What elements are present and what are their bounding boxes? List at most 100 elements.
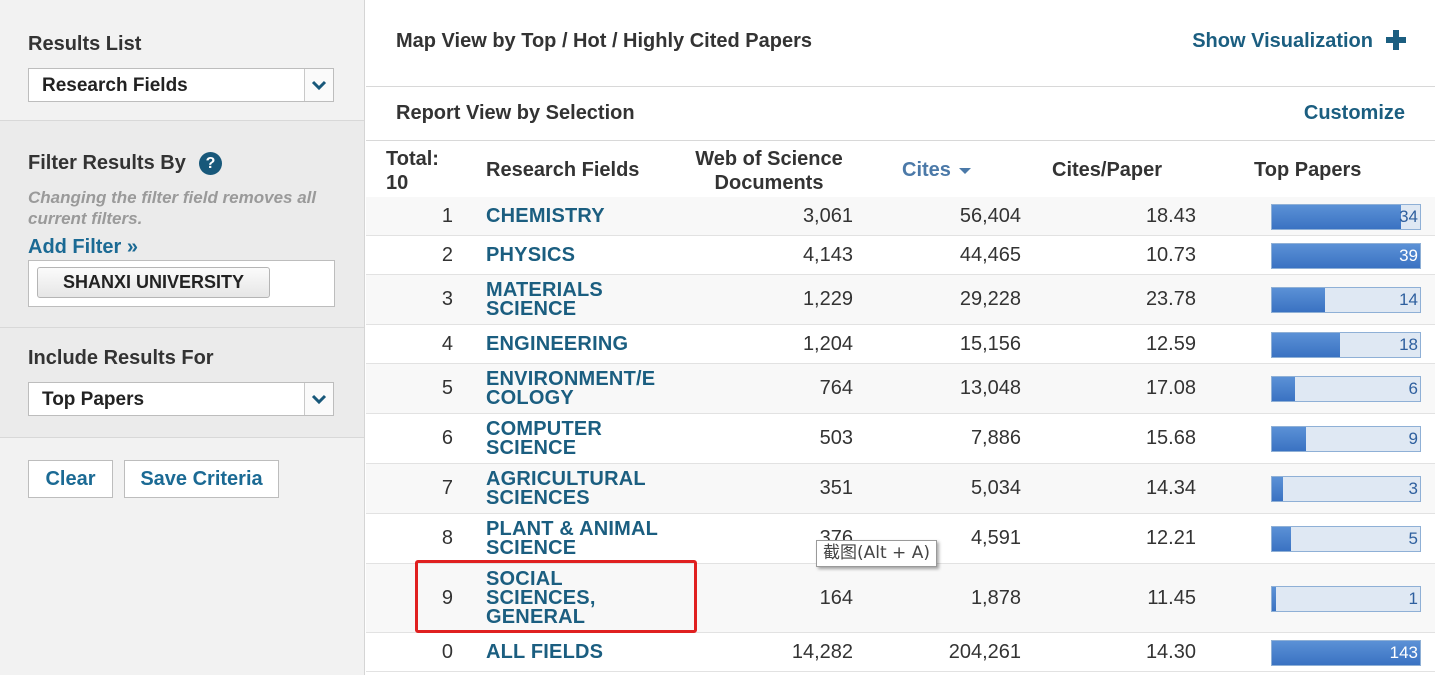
header-top-papers[interactable]: Top Papers bbox=[1254, 159, 1362, 181]
cites-cell: 15,156 bbox=[959, 333, 1021, 355]
cites-cell: 204,261 bbox=[948, 641, 1021, 663]
top-papers-count: 1 bbox=[1408, 589, 1418, 608]
highlight-box bbox=[415, 560, 697, 633]
results-table: Total: 10 Research Fields Web of Science… bbox=[366, 141, 1435, 675]
research-field-link[interactable]: ENVIRONMENT/E COLOGY bbox=[486, 368, 656, 409]
cites-cell: 4,591 bbox=[970, 527, 1021, 549]
top-papers-bar[interactable]: 39 bbox=[1271, 243, 1421, 269]
filter-chip[interactable]: SHANXI UNIVERSITY bbox=[37, 267, 270, 298]
cites-cell: 44,465 bbox=[959, 244, 1021, 266]
research-field-link[interactable]: PHYSICS bbox=[486, 244, 576, 266]
cites-per-paper-cell: 14.34 bbox=[1145, 477, 1196, 499]
documents-cell: 4,143 bbox=[802, 244, 853, 266]
clear-button[interactable]: Clear bbox=[28, 460, 113, 498]
research-field-link[interactable]: COMPUTER SCIENCE bbox=[486, 418, 603, 459]
rank-cell: 2 bbox=[441, 244, 453, 266]
plus-icon[interactable] bbox=[1385, 29, 1407, 51]
cites-cell: 56,404 bbox=[959, 205, 1021, 227]
header-cites[interactable]: Cites bbox=[902, 158, 972, 182]
rank-cell: 1 bbox=[441, 205, 453, 227]
top-papers-count: 9 bbox=[1408, 429, 1418, 448]
top-papers-count: 18 bbox=[1399, 335, 1418, 354]
results-list-section: Results List Research Fields bbox=[0, 0, 364, 120]
cites-per-paper-cell: 14.30 bbox=[1145, 641, 1196, 663]
top-papers-bar[interactable]: 18 bbox=[1271, 332, 1421, 358]
rank-cell: 9 bbox=[441, 587, 453, 609]
show-visualization-link[interactable]: Show Visualization bbox=[1192, 30, 1373, 52]
cites-cell: 5,034 bbox=[970, 477, 1021, 499]
research-field-link[interactable]: ENGINEERING bbox=[486, 333, 629, 355]
research-field-link[interactable]: SOCIAL SCIENCES, GENERAL bbox=[486, 568, 596, 628]
top-papers-bar[interactable]: 6 bbox=[1271, 376, 1421, 402]
header-wos-documents[interactable]: Web of Science Documents bbox=[695, 148, 843, 194]
top-papers-bar-fill bbox=[1272, 587, 1276, 611]
rank-cell: 0 bbox=[441, 641, 453, 663]
actions-section: Clear Save Criteria bbox=[0, 437, 364, 675]
rank-cell: 7 bbox=[441, 477, 453, 499]
table-row: 5 ENVIRONMENT/E COLOGY 764 13,048 17.08 6 bbox=[366, 364, 1435, 414]
chevron-down-icon[interactable] bbox=[304, 69, 333, 101]
add-filter-link[interactable]: Add Filter » bbox=[28, 236, 139, 258]
top-papers-bar-fill bbox=[1272, 377, 1295, 401]
filter-section: Filter Results By ? Changing the filter … bbox=[0, 120, 364, 327]
documents-cell: 3,061 bbox=[802, 205, 853, 227]
top-papers-count: 14 bbox=[1399, 290, 1418, 309]
include-select[interactable]: Top Papers bbox=[28, 382, 334, 416]
table-row: 3 MATERIALS SCIENCE 1,229 29,228 23.78 14 bbox=[366, 275, 1435, 325]
top-papers-bar-fill bbox=[1272, 477, 1283, 501]
top-papers-bar[interactable]: 34 bbox=[1271, 204, 1421, 230]
help-icon[interactable]: ? bbox=[199, 152, 222, 175]
table-header: Total: 10 Research Fields Web of Science… bbox=[366, 141, 1435, 197]
cites-per-paper-cell: 12.59 bbox=[1145, 333, 1196, 355]
rank-cell: 4 bbox=[441, 333, 453, 355]
customize-link[interactable]: Customize bbox=[1303, 102, 1405, 124]
table-row: 4 ENGINEERING 1,204 15,156 12.59 18 bbox=[366, 325, 1435, 364]
report-view-bar: Report View by Selection Customize bbox=[366, 87, 1435, 141]
table-row: 1 CHEMISTRY 3,061 56,404 18.43 34 bbox=[366, 197, 1435, 236]
research-field-link[interactable]: PLANT & ANIMAL SCIENCE bbox=[486, 518, 658, 559]
top-papers-bar[interactable]: 9 bbox=[1271, 426, 1421, 452]
top-papers-bar[interactable]: 143 bbox=[1271, 640, 1421, 666]
documents-cell: 164 bbox=[819, 587, 853, 609]
sidebar: Results List Research Fields Filter Resu… bbox=[0, 0, 365, 675]
table-row: 7 AGRICULTURAL SCIENCES 351 5,034 14.34 3 bbox=[366, 464, 1435, 514]
filter-box[interactable]: SHANXI UNIVERSITY bbox=[28, 260, 335, 307]
top-papers-bar-fill bbox=[1272, 244, 1420, 268]
header-total: Total: 10 bbox=[386, 148, 439, 194]
research-field-link[interactable]: MATERIALS SCIENCE bbox=[486, 279, 603, 320]
top-papers-bar-fill bbox=[1272, 333, 1340, 357]
filter-note: Changing the filter field removes all cu… bbox=[28, 188, 317, 228]
rank-cell: 5 bbox=[441, 377, 453, 399]
report-view-title: Report View by Selection bbox=[396, 102, 635, 124]
top-papers-bar-fill bbox=[1272, 288, 1325, 312]
map-view-bar: Map View by Top / Hot / Highly Cited Pap… bbox=[366, 0, 1435, 87]
chevron-down-icon[interactable] bbox=[304, 383, 333, 415]
research-field-link[interactable]: CHEMISTRY bbox=[486, 205, 605, 227]
top-papers-bar[interactable]: 5 bbox=[1271, 526, 1421, 552]
research-field-link[interactable]: AGRICULTURAL SCIENCES bbox=[486, 468, 646, 509]
include-title: Include Results For bbox=[28, 347, 214, 369]
top-papers-bar[interactable]: 14 bbox=[1271, 287, 1421, 313]
include-section: Include Results For Top Papers bbox=[0, 327, 364, 437]
results-list-value: Research Fields bbox=[42, 75, 188, 96]
main-panel: Map View by Top / Hot / Highly Cited Pap… bbox=[366, 0, 1435, 675]
documents-cell: 351 bbox=[819, 477, 853, 499]
top-papers-count: 39 bbox=[1399, 246, 1418, 265]
results-list-select[interactable]: Research Fields bbox=[28, 68, 334, 102]
top-papers-bar[interactable]: 3 bbox=[1271, 476, 1421, 502]
cites-cell: 29,228 bbox=[959, 288, 1021, 310]
header-cites-per-paper[interactable]: Cites/Paper bbox=[1052, 159, 1163, 181]
cites-per-paper-cell: 18.43 bbox=[1145, 205, 1196, 227]
documents-cell: 1,204 bbox=[802, 333, 853, 355]
cites-cell: 13,048 bbox=[959, 377, 1021, 399]
cites-cell: 1,878 bbox=[970, 587, 1021, 609]
research-field-link[interactable]: ALL FIELDS bbox=[486, 641, 604, 663]
top-papers-bar-fill bbox=[1272, 427, 1306, 451]
table-row: 9 SOCIAL SCIENCES, GENERAL 164 1,878 11.45 1 bbox=[366, 564, 1435, 633]
documents-cell: 14,282 bbox=[791, 641, 853, 663]
top-papers-count: 143 bbox=[1389, 643, 1418, 662]
top-papers-bar[interactable]: 1 bbox=[1271, 586, 1421, 612]
header-research-fields[interactable]: Research Fields bbox=[486, 159, 640, 181]
save-criteria-button[interactable]: Save Criteria bbox=[124, 460, 279, 498]
top-papers-count: 3 bbox=[1408, 479, 1418, 498]
